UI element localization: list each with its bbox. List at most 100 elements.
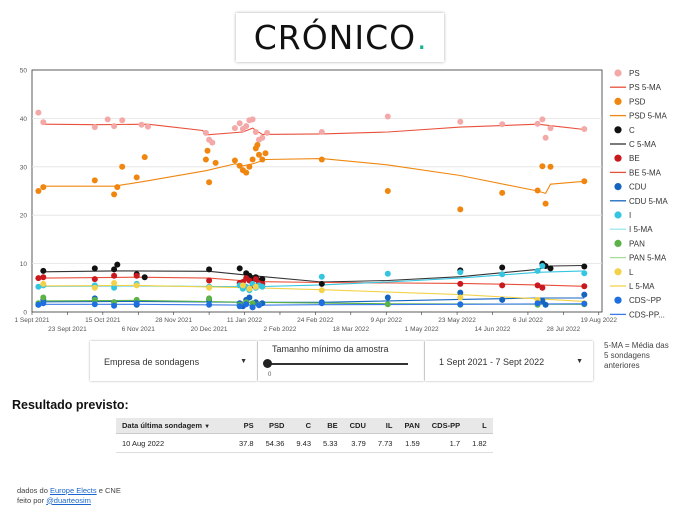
data-point-be — [539, 284, 546, 291]
data-point-be — [457, 280, 464, 287]
data-point-l — [246, 285, 253, 292]
x-tick-label: 6 Nov 2021 — [122, 326, 156, 333]
data-point-psd — [249, 156, 256, 163]
column-header[interactable]: PS — [233, 418, 260, 434]
data-point-ps — [384, 113, 391, 120]
data-point-l — [206, 284, 213, 291]
data-point-psd — [111, 191, 118, 198]
column-header[interactable]: PAN — [398, 418, 426, 434]
legend-marker — [614, 239, 622, 247]
moving-average-note: 5-MA = Média das 5 sondagens anteriores — [604, 341, 669, 370]
x-tick-label: 11 Jan 2022 — [227, 317, 263, 324]
x-tick-label: 23 Sept 2021 — [48, 326, 87, 333]
slider-track[interactable] — [268, 363, 408, 365]
y-tick-label: 20 — [20, 213, 28, 220]
data-point-ps — [138, 121, 145, 128]
author-link[interactable]: @duarteosim — [46, 495, 91, 505]
sample-size-label: Tamanho mínimo da amostra — [272, 344, 389, 354]
data-point-psd — [202, 156, 209, 163]
data-point-cds-pp — [236, 303, 243, 310]
legend-label: PAN — [629, 239, 645, 248]
x-tick-label: 24 Feb 2022 — [297, 317, 334, 324]
data-point-l — [252, 283, 259, 290]
data-point-l — [457, 294, 464, 301]
x-tick-label: 19 Aug 2022 — [581, 317, 618, 324]
pollster-filter[interactable]: Empresa de sondagens ▼ — [90, 341, 257, 381]
data-point-psd — [318, 156, 325, 163]
data-point-cds-pp — [35, 301, 42, 308]
result-table: Data última sondagem ▼ PS PSD C BE CDU I… — [116, 418, 493, 453]
column-header[interactable]: PSD — [259, 418, 291, 434]
data-point-c — [547, 265, 554, 272]
chart-legend[interactable]: PS PS 5-MA PSD PSD 5-MA C C 5-MA BE BE 5-MA CDU C… — [610, 69, 668, 319]
europe-elects-link[interactable]: Europe Elects — [49, 486, 97, 495]
data-point-psd — [141, 154, 148, 161]
table-cell: 3.79 — [343, 433, 372, 453]
data-point-be — [133, 272, 140, 279]
data-point-cds-pp — [581, 300, 588, 307]
data-point-ps — [236, 120, 243, 127]
series-line-be-5-ma — [43, 276, 585, 287]
legend-marker — [614, 97, 622, 105]
date-range-filter[interactable]: 1 Sept 2021 - 7 Sept 2022 ▼ — [425, 341, 593, 381]
plot-area — [31, 69, 603, 313]
data-point-be — [499, 282, 506, 289]
column-header[interactable]: C — [290, 418, 317, 434]
data-point-be — [581, 283, 588, 290]
data-point-c — [499, 264, 506, 271]
sort-desc-icon[interactable]: ▼ — [204, 424, 211, 430]
data-point-ps — [104, 116, 111, 123]
data-point-psd — [119, 163, 126, 170]
sample-size-slider[interactable]: Tamanho mínimo da amostra 0 — [258, 341, 424, 381]
data-point-ps — [534, 120, 541, 127]
data-point-psd — [256, 151, 262, 158]
data-point-ps — [499, 121, 506, 128]
column-header[interactable]: IL — [371, 418, 399, 434]
legend-marker — [614, 69, 622, 77]
footer-author: feito por @duarteosim — [17, 495, 91, 505]
data-point-psd — [114, 184, 121, 191]
legend-label: PSD — [629, 97, 646, 106]
column-header[interactable]: CDS-PP — [425, 418, 467, 434]
data-point-i — [384, 270, 391, 277]
column-header[interactable]: CDU — [343, 418, 372, 434]
column-header[interactable]: L — [466, 418, 493, 434]
data-point-cdu — [499, 296, 506, 303]
x-tick-label: 15 Oct 2021 — [85, 317, 121, 324]
data-point-cdu — [581, 291, 588, 298]
legend-label: PS — [629, 69, 640, 78]
column-header-date[interactable]: Data última sondagem ▼ — [116, 418, 233, 434]
slider-handle[interactable] — [263, 359, 272, 368]
legend-label: CDU 5-MA — [629, 197, 668, 206]
table-cell: 1.82 — [466, 433, 493, 453]
data-point-be — [91, 276, 98, 283]
series-line-psd-5-ma — [43, 158, 585, 195]
data-point-ps — [91, 124, 98, 131]
x-tick-label: 20 Dec 2021 — [191, 326, 228, 333]
data-point-c — [114, 261, 121, 268]
data-point-psd — [581, 178, 588, 185]
logo-text: CRÓNICO — [253, 18, 417, 57]
data-point-l — [91, 284, 98, 291]
y-tick-label: 30 — [20, 164, 28, 171]
column-header[interactable]: BE — [317, 418, 344, 434]
data-point-be — [534, 282, 541, 289]
x-tick-label: 23 May 2022 — [438, 317, 476, 324]
data-point-psd — [539, 163, 546, 170]
table-header-row: Data última sondagem ▼ PS PSD C BE CDU I… — [116, 418, 493, 434]
legend-label: L — [629, 268, 634, 277]
y-tick-label: 10 — [20, 261, 28, 268]
legend-marker — [614, 211, 622, 219]
legend-label: CDU — [629, 183, 647, 192]
data-point-ps — [547, 125, 554, 132]
legend-label: PSD 5-MA — [629, 112, 667, 121]
data-point-psd — [499, 189, 506, 196]
x-tick-label: 18 Mar 2022 — [333, 326, 370, 333]
legend-label: BE 5-MA — [629, 168, 662, 177]
slider-value: 0 — [268, 372, 272, 378]
data-point-psd — [246, 163, 253, 170]
data-point-ps — [243, 123, 250, 130]
data-point-cdu — [384, 294, 391, 301]
table-cell: 1.59 — [398, 433, 426, 453]
data-point-cds-pp — [256, 302, 262, 309]
